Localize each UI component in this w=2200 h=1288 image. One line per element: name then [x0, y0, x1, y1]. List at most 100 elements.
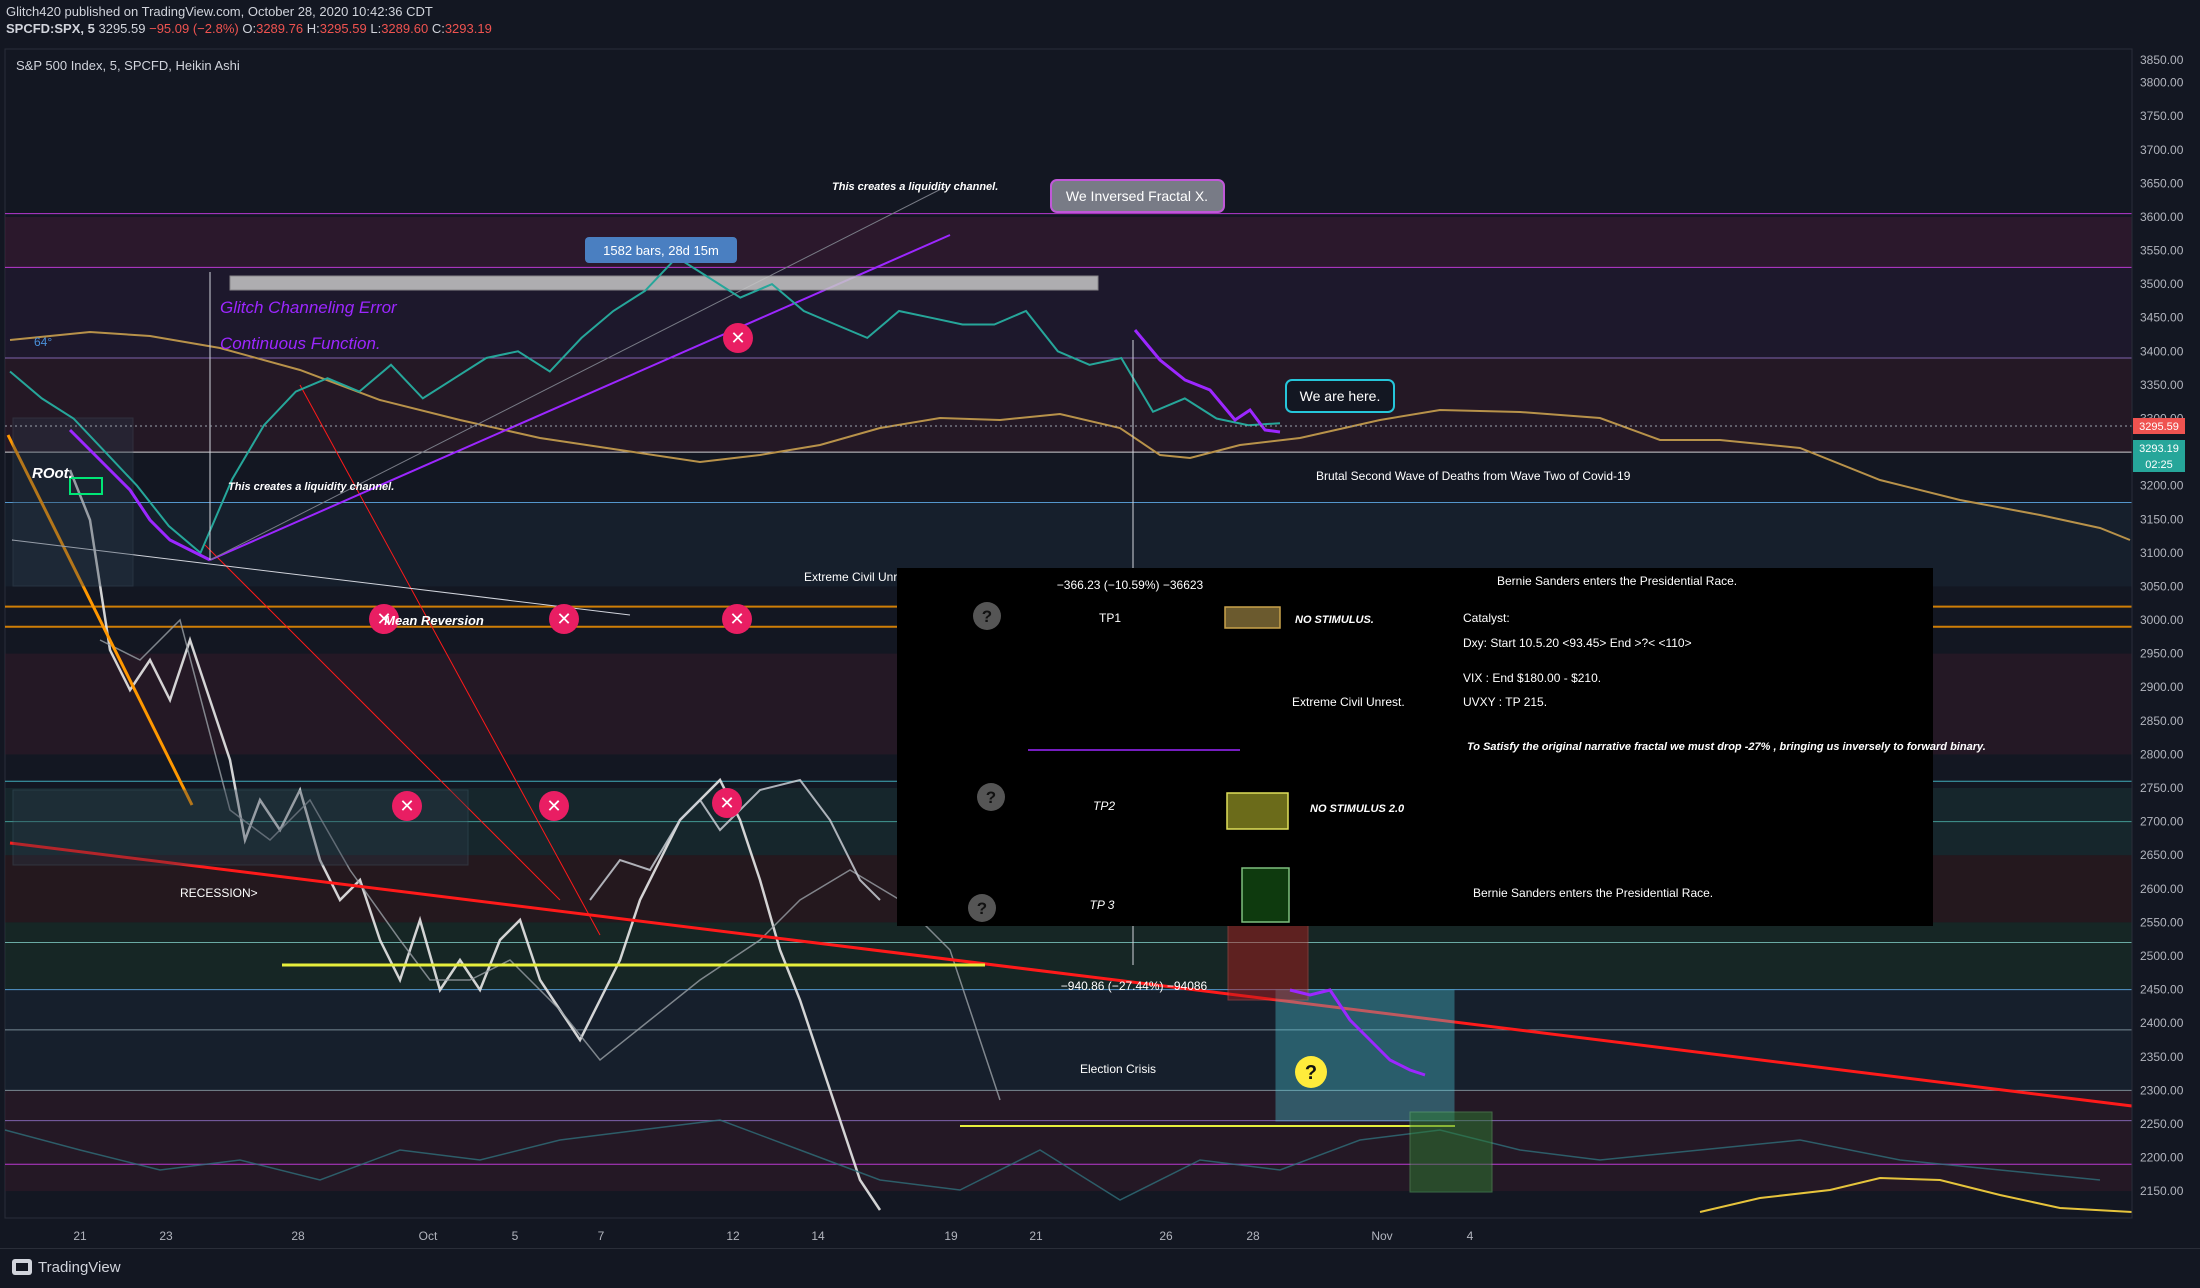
info-panel-bg: [897, 568, 1933, 926]
last-price-tag-text: 3295.59: [2139, 421, 2179, 433]
price-tick-label: 3750.00: [2140, 109, 2184, 123]
last-price-tag: [2133, 418, 2185, 434]
x-marker-icon: [392, 791, 422, 821]
question-icon: ?: [982, 607, 992, 626]
tp2-label: TP2: [1093, 799, 1115, 813]
price-tick-label: 2350.00: [2140, 1050, 2184, 1064]
price-tick-label: 3100.00: [2140, 546, 2184, 560]
we-are-here-text: We are here.: [1300, 388, 1381, 404]
open-value: 3289.76: [256, 21, 304, 36]
inversed-fractal-callout[interactable]: [1050, 179, 1225, 213]
civil-unrest-label: Extreme Civil Unr: [804, 570, 897, 584]
price-tick-label: 3550.00: [2140, 244, 2184, 258]
last-price: 3295.59: [98, 21, 146, 36]
bernie-bottom: Bernie Sanders enters the Presidential R…: [1473, 886, 1713, 900]
tradingview-logo[interactable]: TradingView: [12, 1259, 121, 1276]
price-tick-label: 2250.00: [2140, 1117, 2184, 1131]
tradingview-icon: [12, 1259, 32, 1275]
angle-label: 64°: [34, 335, 52, 349]
price-tick-label: 3500.00: [2140, 277, 2184, 291]
price-tick-label: 2800.00: [2140, 747, 2184, 761]
question-icon: [977, 783, 1005, 811]
x-marker-icon: [722, 604, 752, 634]
open-label: O:: [242, 21, 257, 36]
x-marker-icon: [712, 788, 742, 818]
question-icon: ?: [977, 899, 987, 918]
red-target-box: [1227, 919, 1309, 1001]
price-tick-label: 3150.00: [2140, 512, 2184, 526]
purple-price-overlay-2: [1133, 329, 1281, 434]
price-tick-label: 2500.00: [2140, 949, 2184, 963]
time-tick-label: 28: [1246, 1229, 1260, 1243]
publisher-line: Glitch420 published on TradingView.com, …: [6, 4, 433, 19]
price-tick-label: 2650.00: [2140, 848, 2184, 862]
liquidity-top-line: This creates a liquidity channel.: [832, 181, 998, 193]
orange-trend-line: [6, 434, 194, 806]
close-price-tag-text: 3293.19: [2139, 443, 2179, 455]
price-axis[interactable]: [2132, 49, 2200, 1218]
chart-canvas[interactable]: S&P 500 Index, 5, SPCFD, Heikin Ashi ✕✕ ✕…: [0, 0, 2200, 1248]
high-value: 3295.59: [319, 21, 367, 36]
price-tick-label: 2400.00: [2140, 1016, 2184, 1030]
price-tick-label: 3800.00: [2140, 76, 2184, 90]
x-marker-glyph: ✕: [399, 796, 414, 817]
price-tick-label: 3200.00: [2140, 479, 2184, 493]
low-label: L:: [370, 21, 382, 36]
price-zone: [5, 1090, 2132, 1192]
green-root-marker: [69, 477, 103, 495]
purple-price-overlay-3: [1289, 988, 1426, 1077]
close-label: C:: [431, 21, 445, 36]
x-marker-glyph: ✕: [719, 793, 734, 814]
bernie-top: Bernie Sanders enters the Presidential R…: [1497, 574, 1737, 588]
measure-top-label: −366.23 (−10.59%) −36623: [1057, 578, 1204, 592]
tp1-label: TP1: [1099, 611, 1121, 625]
price-tick-label: 3450.00: [2140, 311, 2184, 325]
grey-fractal-line: [99, 618, 1001, 1101]
grey-channel-line: [209, 186, 946, 561]
price-tick-label: 3350.00: [2140, 378, 2184, 392]
uvxy-line: UVXY : TP 215.: [1463, 695, 1547, 709]
tp3-swatch: [1241, 867, 1290, 923]
time-tick-label: 7: [598, 1229, 605, 1243]
time-tick-label: Nov: [1371, 1229, 1392, 1243]
low-value: 3289.60: [381, 21, 429, 36]
x-marker-glyph: ✕: [556, 609, 571, 630]
yellow-question-icon: [1295, 1056, 1327, 1088]
dxy-line: Dxy: Start 10.5.20 <93.45> End >?< <110>: [1463, 636, 1692, 650]
price-series: [9, 256, 1281, 555]
price-zone: [5, 358, 2132, 453]
info-panel: −366.23 (−10.59%) −36623 TP1 TP2 TP 3 NO…: [897, 568, 1986, 926]
close-value: 3293.19: [444, 21, 492, 36]
question-icon: ?: [986, 788, 996, 807]
price-axis-ticks: 3800.00 3750.00 3700.00 3650.00 3600.00 3550.…: [2140, 76, 2184, 1199]
election-crisis-label: Election Crisis: [1080, 1062, 1156, 1076]
fractal-overlay: [4, 469, 2101, 1211]
time-tick-label: 21: [1029, 1229, 1043, 1243]
white-diagonal: [11, 539, 631, 616]
bars-callout-text: 1582 bars, 28d 15m: [603, 243, 719, 258]
tradingview-brand: TradingView: [38, 1259, 121, 1276]
price-tick-label: 3400.00: [2140, 344, 2184, 358]
x-marker-icon: [539, 791, 569, 821]
bars-callout[interactable]: [585, 237, 737, 263]
tp2-note: NO STIMULUS 2.0: [1310, 803, 1405, 815]
price-tick-label: 2550.00: [2140, 915, 2184, 929]
close-price-tag: [2133, 440, 2185, 472]
yellow-question-icon: ?: [1305, 1062, 1317, 1084]
catalyst-label: Catalyst:: [1463, 611, 1510, 625]
covid-wave-text: Brutal Second Wave of Deaths from Wave T…: [1316, 469, 1631, 483]
thin-red-diagonal-2: [204, 544, 561, 901]
glitch-channel-text: Glitch Channeling Error: [220, 298, 398, 317]
time-tick-label: 14: [811, 1229, 825, 1243]
covid-wave-line: Brutal Second Wave of Deaths from Wave T…: [1316, 469, 1631, 483]
green-target-box: [1409, 1111, 1493, 1193]
time-tick-label: 21: [73, 1229, 87, 1243]
x-marker-glyph: ✕: [729, 609, 744, 630]
price-zone: [5, 922, 2132, 990]
recession-box: [12, 789, 469, 866]
bar-countdown: 02:25: [2145, 459, 2173, 471]
time-axis-ticks: 21 23 28 Oct 5 7 12 14 19 21 26 28 Nov 4: [73, 1229, 1473, 1243]
time-tick-label: 4: [1467, 1229, 1474, 1243]
we-are-here-callout[interactable]: [1285, 379, 1395, 413]
vix-line: VIX : End $180.00 - $210.: [1463, 671, 1601, 685]
